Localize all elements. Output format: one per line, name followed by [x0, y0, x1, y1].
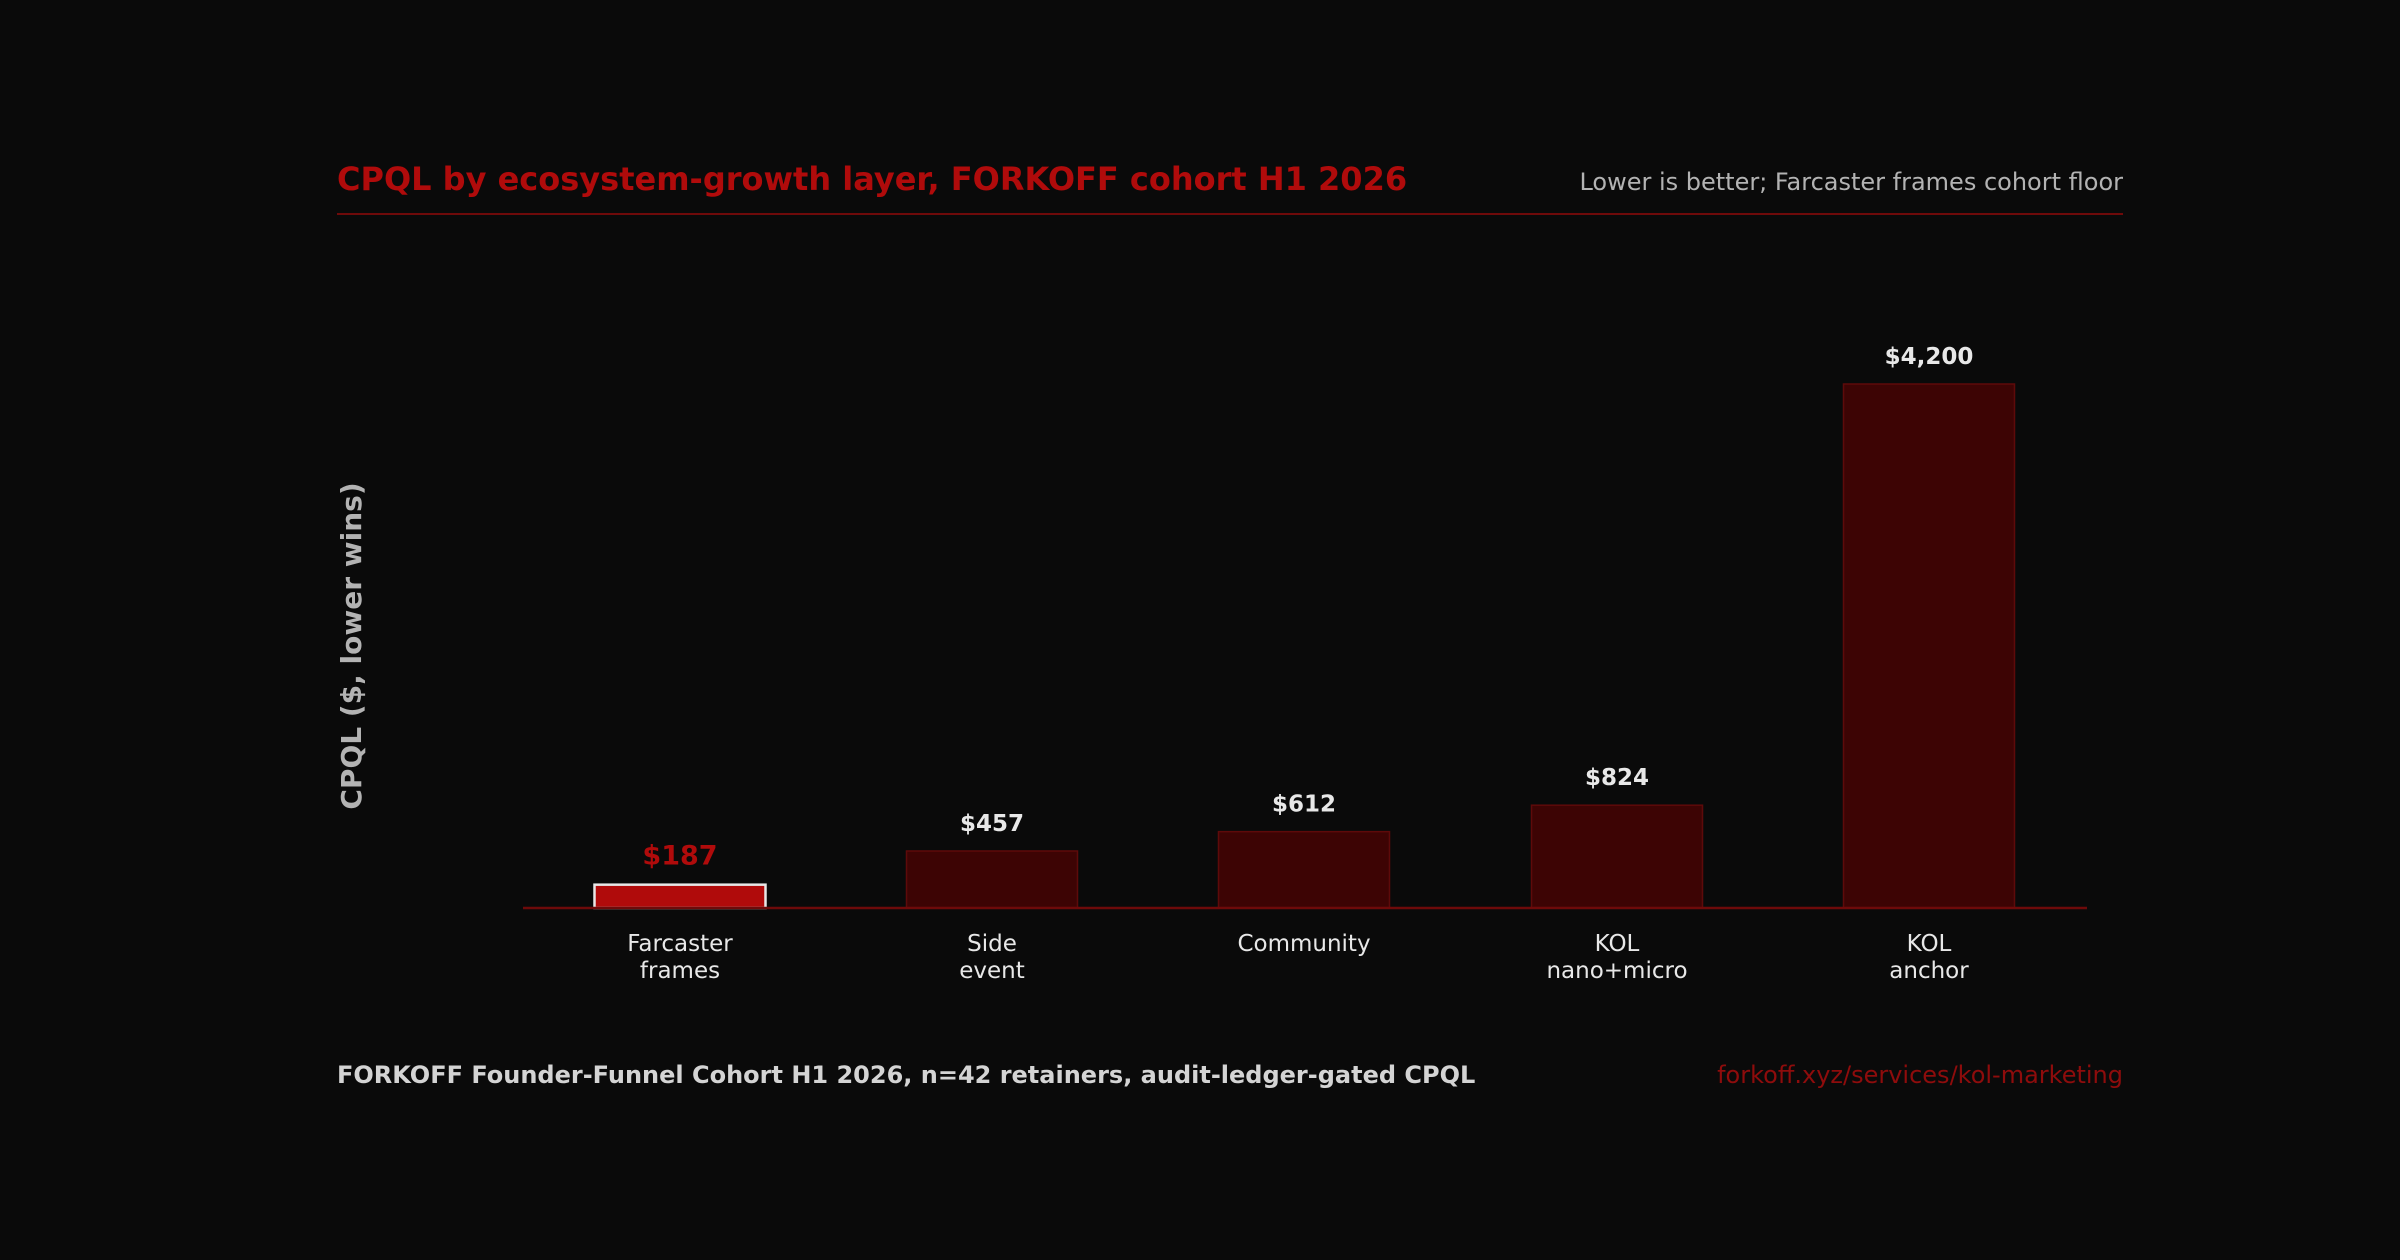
x-tick-label-3: KOL nano+micro	[1546, 931, 1687, 984]
bar-value-label-3: $824	[1585, 765, 1649, 791]
bar-value-label-1: $457	[960, 811, 1024, 837]
bars-layer: $187 Farcaster frames $457 Side event $612 Comm…	[593, 344, 2016, 984]
bar-3	[1530, 804, 1704, 909]
x-tick-label-0: Farcaster frames	[627, 931, 733, 984]
bar-0	[593, 883, 767, 910]
bar-value-label-4: $4,200	[1885, 344, 1974, 370]
y-axis-label: CPQL ($, lower wins)	[335, 482, 368, 809]
bar-2	[1217, 830, 1391, 909]
chart-subtitle: Lower is better; Farcaster frames cohort…	[1579, 168, 2123, 196]
x-tick-label-1: Side event	[959, 931, 1025, 984]
x-tick-label-2: Community	[1237, 931, 1370, 957]
bar-value-label-0: $187	[642, 841, 717, 872]
x-tick-label-4: KOL anchor	[1889, 931, 1969, 984]
bar-4	[1842, 383, 2016, 909]
bar-1	[905, 850, 1079, 909]
footer-link[interactable]: forkoff.xyz/services/kol-marketing	[1717, 1061, 2123, 1089]
footer-source: FORKOFF Founder-Funnel Cohort H1 2026, n…	[337, 1061, 1475, 1089]
chart-title: CPQL by ecosystem-growth layer, FORKOFF …	[337, 160, 1407, 198]
bar-value-label-2: $612	[1272, 792, 1336, 818]
